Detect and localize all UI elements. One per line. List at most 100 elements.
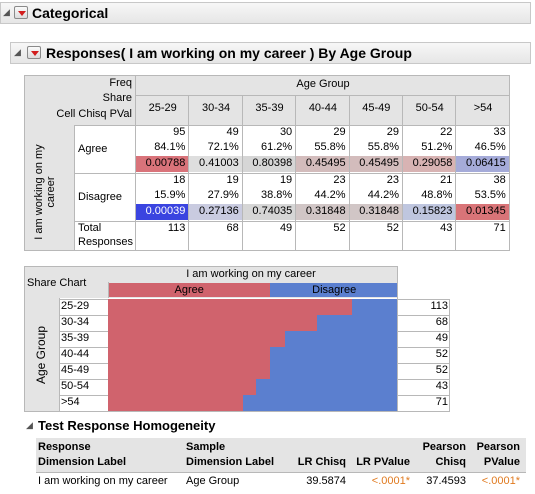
column-header: 40-44 bbox=[308, 102, 337, 114]
share-total-value: 71 bbox=[435, 396, 448, 408]
pval-value: 0.31848 bbox=[359, 205, 399, 217]
grid-line bbox=[136, 95, 510, 96]
pval-cell-bg bbox=[242, 156, 297, 172]
homog-value: I am working on my career bbox=[38, 475, 168, 487]
grid-line bbox=[398, 299, 450, 300]
column-header: 25-29 bbox=[148, 102, 177, 114]
pval-cell-bg bbox=[136, 156, 190, 172]
pval-value: 0.01345 bbox=[466, 205, 506, 217]
grid-line bbox=[74, 125, 510, 126]
homog-value: 37.4593 bbox=[426, 475, 466, 487]
grid-line bbox=[24, 75, 25, 251]
share-total-value: 68 bbox=[435, 316, 448, 328]
pval-cell-bg bbox=[403, 156, 457, 172]
column-header: 50-54 bbox=[415, 102, 444, 114]
pval-value: 0.45495 bbox=[305, 157, 346, 169]
grid-line bbox=[108, 282, 109, 298]
total-value: 68 bbox=[226, 222, 239, 234]
share-chart: Share Chart I am working on my career Agre… bbox=[24, 266, 510, 412]
disagree-bar bbox=[269, 347, 398, 363]
grid-line bbox=[295, 95, 296, 251]
grid-line bbox=[24, 266, 398, 267]
responses-outline-bar bbox=[10, 42, 531, 64]
share-row-label: >54 bbox=[61, 396, 80, 408]
share-value: 48.8% bbox=[421, 189, 453, 201]
categorical-title: Categorical bbox=[32, 5, 109, 21]
crosstab-table: Freq Share Cell Chisq PVal Age Group 25-29 30… bbox=[24, 75, 510, 251]
categorical-menu-button[interactable] bbox=[14, 6, 28, 19]
homog-value: <.0001* bbox=[371, 475, 410, 487]
total-value: 43 bbox=[440, 222, 453, 234]
grid-line bbox=[24, 411, 450, 412]
pval-value: 0.27136 bbox=[199, 205, 239, 217]
grid-line bbox=[24, 266, 25, 411]
homogeneity-title: Test Response Homogeneity bbox=[38, 418, 216, 433]
freq-value: 38 bbox=[493, 174, 506, 186]
crosstab-rowheader-bg bbox=[24, 125, 74, 251]
row-label: Agree bbox=[78, 143, 108, 155]
responses-menu-button[interactable] bbox=[27, 46, 41, 59]
pval-value: 0.74035 bbox=[252, 205, 293, 217]
grid-line bbox=[59, 331, 108, 332]
grid-line bbox=[59, 315, 108, 316]
pval-cell-bg bbox=[189, 204, 243, 220]
legend-agree-swatch bbox=[108, 283, 271, 297]
homog-header: Dimension Label bbox=[186, 456, 275, 468]
homogeneity-table: Response Dimension Label Sample Dimension L… bbox=[36, 438, 526, 490]
pval-value: 0.00039 bbox=[145, 205, 186, 217]
homog-value: Age Group bbox=[186, 475, 240, 487]
freq-value: 18 bbox=[173, 174, 186, 186]
total-value: 52 bbox=[386, 222, 399, 234]
share-value: 55.8% bbox=[367, 141, 399, 153]
homog-header: Chisq bbox=[435, 456, 466, 468]
share-value: 44.2% bbox=[367, 189, 399, 201]
disagree-bar bbox=[351, 299, 398, 315]
freq-value: 29 bbox=[386, 126, 399, 138]
freq-value: 23 bbox=[333, 174, 346, 186]
homog-header: Sample bbox=[186, 441, 226, 453]
collapse-triangle-icon[interactable]: ◢ bbox=[14, 47, 21, 57]
grid-line bbox=[455, 95, 456, 251]
total-label: Total bbox=[78, 222, 102, 234]
disagree-bar bbox=[317, 315, 398, 331]
homog-header: LR Chisq bbox=[297, 456, 346, 468]
collapse-triangle-icon[interactable]: ◢ bbox=[26, 420, 33, 430]
freq-value: 23 bbox=[386, 174, 399, 186]
grid-line bbox=[398, 363, 450, 364]
homog-header: PValue bbox=[483, 456, 520, 468]
grid-line bbox=[59, 347, 108, 348]
pval-value: 0.31848 bbox=[305, 205, 346, 217]
grid-line bbox=[74, 221, 510, 222]
grid-line bbox=[398, 347, 450, 348]
grid-line bbox=[24, 250, 510, 251]
crosstab-legend-label: Share bbox=[102, 92, 132, 104]
grid-line bbox=[349, 95, 350, 251]
share-chart-axis-label: Age Group bbox=[34, 325, 48, 385]
share-value: 38.8% bbox=[260, 189, 293, 201]
collapse-triangle-icon[interactable]: ◢ bbox=[3, 7, 10, 17]
homog-header: Pearson bbox=[476, 441, 520, 453]
share-total-value: 52 bbox=[435, 364, 448, 376]
grid-line bbox=[449, 299, 450, 412]
freq-value: 33 bbox=[493, 126, 506, 138]
pval-cell-bg bbox=[136, 204, 190, 220]
agree-bar bbox=[108, 363, 270, 379]
crosstab-legend-label: Cell Chisq PVal bbox=[56, 108, 132, 120]
freq-value: 30 bbox=[279, 126, 293, 138]
freq-value: 29 bbox=[333, 126, 346, 138]
grid-line bbox=[397, 266, 398, 412]
homog-value: 39.5874 bbox=[306, 475, 346, 487]
freq-value: 49 bbox=[226, 126, 239, 138]
disagree-bar bbox=[269, 363, 398, 379]
freq-value: 21 bbox=[440, 174, 453, 186]
total-value: 113 bbox=[167, 222, 186, 234]
disagree-bar bbox=[256, 379, 398, 395]
pval-cell-bg bbox=[296, 204, 350, 220]
disagree-bar bbox=[285, 331, 398, 347]
pval-cell-bg bbox=[296, 156, 350, 172]
homog-header: Pearson bbox=[422, 441, 466, 453]
agree-bar bbox=[108, 379, 257, 395]
pval-value: 0.45495 bbox=[359, 157, 399, 169]
freq-value: 95 bbox=[173, 126, 186, 138]
freq-value: 19 bbox=[279, 174, 293, 186]
